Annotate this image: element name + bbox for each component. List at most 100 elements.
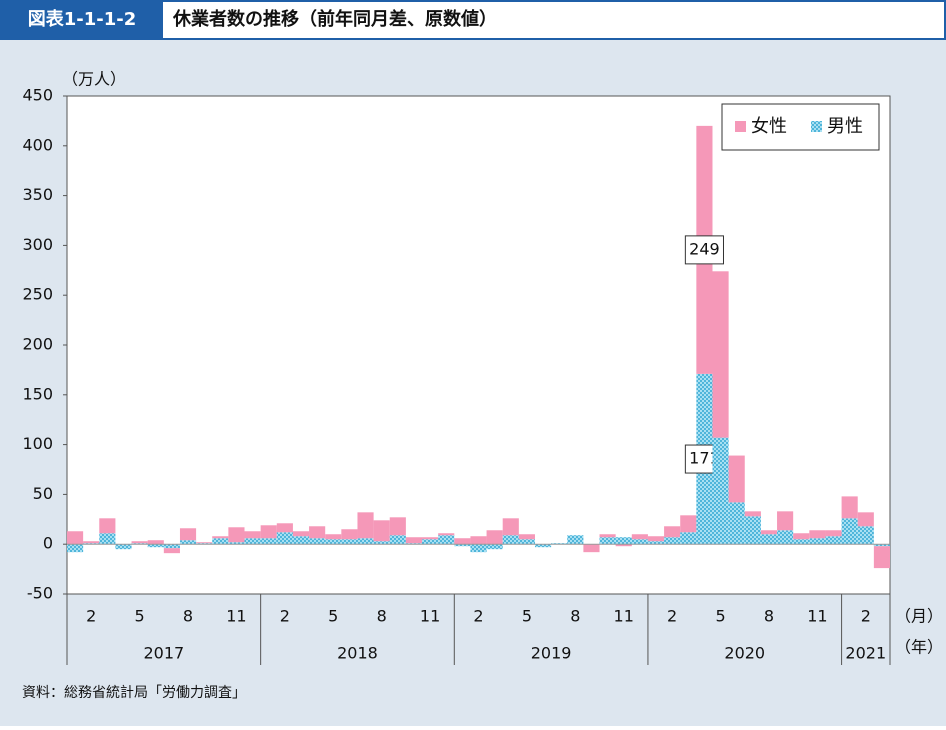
bar <box>341 529 358 540</box>
bar <box>405 537 423 544</box>
x-tick-label: 11 <box>420 607 440 626</box>
y-tick-label: 200 <box>22 335 53 354</box>
bar <box>502 535 519 545</box>
bar <box>760 534 778 545</box>
bar <box>115 544 132 550</box>
year-label: 2017 <box>143 644 184 663</box>
title: 休業者数の推移（前年同月差、原数値） <box>172 8 497 30</box>
x-tick-label: 11 <box>614 607 634 626</box>
y-tick-label: 300 <box>22 235 53 254</box>
bar <box>599 534 616 538</box>
year-label: 2021 <box>845 644 886 663</box>
source: 資料：総務省統計局「労働力調査」 <box>22 685 246 701</box>
x-tick-label: 2 <box>667 607 677 626</box>
bar <box>422 539 439 545</box>
bar <box>518 534 535 540</box>
bar <box>728 455 745 503</box>
legend-swatch <box>811 121 822 132</box>
bar <box>228 542 245 545</box>
bar <box>325 534 342 540</box>
bar <box>841 496 858 519</box>
bar <box>438 535 455 545</box>
bar <box>841 518 858 545</box>
bar <box>664 537 681 545</box>
bar <box>212 538 229 545</box>
bar <box>292 536 310 545</box>
bar <box>631 539 648 545</box>
bar <box>83 541 100 544</box>
y-tick-label: 50 <box>33 484 53 503</box>
bar <box>680 532 697 545</box>
x-tick-label: 8 <box>377 607 387 626</box>
x-tick-label: 8 <box>764 607 774 626</box>
bar <box>244 531 261 539</box>
bar <box>260 525 277 539</box>
bar <box>244 538 261 545</box>
bar <box>454 544 471 547</box>
badge <box>1 1 163 39</box>
legend-label: 女性 <box>751 116 787 137</box>
y-tick-label: 0 <box>43 534 53 553</box>
bar <box>680 515 697 533</box>
bar <box>712 437 729 545</box>
bar <box>583 544 600 553</box>
bar <box>389 535 406 545</box>
bar <box>615 544 632 547</box>
bar <box>163 544 180 549</box>
bar <box>389 517 406 536</box>
bar <box>486 530 503 545</box>
x-unit-month: （月） <box>895 607 943 626</box>
bar <box>809 530 826 539</box>
bar <box>793 533 810 540</box>
legend-label: 男性 <box>827 116 863 137</box>
y-tick-label: 100 <box>22 434 53 453</box>
bar <box>99 518 116 534</box>
bar <box>712 271 729 438</box>
y-tick-label: 400 <box>22 135 53 154</box>
bar <box>341 539 358 545</box>
bar <box>292 531 310 537</box>
badge-text: 図表1-1-1-2 <box>28 8 137 30</box>
x-tick-label: 2 <box>861 607 871 626</box>
x-tick-label: 11 <box>226 607 246 626</box>
x-tick-label: 2 <box>86 607 96 626</box>
x-tick-label: 2 <box>473 607 483 626</box>
bar <box>647 536 665 542</box>
year-label: 2018 <box>337 644 378 663</box>
x-tick-label: 5 <box>522 607 532 626</box>
bar <box>67 544 84 553</box>
bar <box>325 539 342 545</box>
bar <box>518 539 535 545</box>
data-label: 249 <box>689 239 720 258</box>
y-tick-label: 450 <box>22 86 53 105</box>
bar <box>664 526 681 538</box>
bar <box>857 512 874 527</box>
y-tick-label: 250 <box>22 285 53 304</box>
bar <box>777 530 794 545</box>
bar <box>486 544 503 550</box>
legend-box <box>721 103 880 151</box>
bar <box>470 544 487 553</box>
bar <box>147 540 164 545</box>
bar <box>196 542 213 544</box>
year-label: 2020 <box>724 644 765 663</box>
bar <box>454 538 471 545</box>
bar <box>438 533 455 536</box>
bar <box>67 531 84 545</box>
x-tick-label: 8 <box>183 607 193 626</box>
bar <box>534 544 552 548</box>
plot-area <box>66 95 891 595</box>
x-tick-label: 11 <box>807 607 827 626</box>
x-tick-label: 5 <box>328 607 338 626</box>
bar <box>357 538 374 545</box>
year-label: 2019 <box>531 644 572 663</box>
bar <box>873 546 890 569</box>
bar <box>777 511 794 531</box>
bar <box>163 548 180 554</box>
y-unit: （万人） <box>62 70 126 89</box>
legend-swatch <box>735 121 746 132</box>
y-tick-label: 150 <box>22 384 53 403</box>
bar <box>470 536 487 545</box>
bar <box>728 502 745 545</box>
bar <box>857 526 874 545</box>
